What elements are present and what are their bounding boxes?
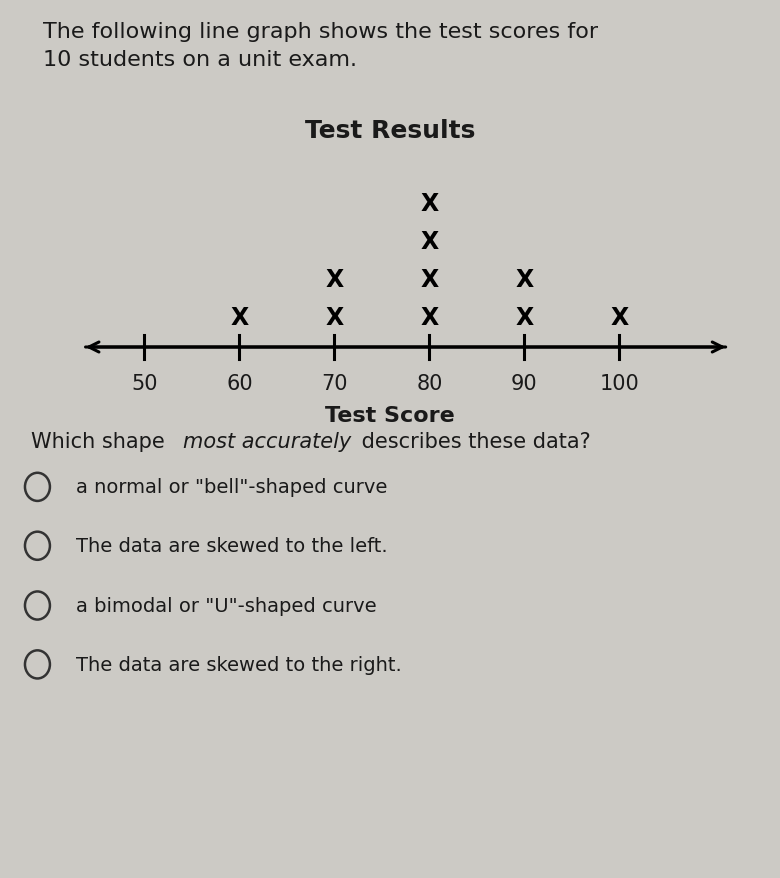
Text: X: X — [420, 230, 438, 254]
Text: X: X — [610, 306, 629, 329]
Text: 90: 90 — [511, 373, 537, 393]
Text: Which shape: Which shape — [31, 432, 172, 452]
Text: a bimodal or "U"-shaped curve: a bimodal or "U"-shaped curve — [76, 596, 377, 615]
Text: The following line graph shows the test scores for
10 students on a unit exam.: The following line graph shows the test … — [43, 22, 598, 70]
Text: Test Results: Test Results — [305, 119, 475, 142]
Text: X: X — [230, 306, 249, 329]
Text: a normal or "bell"-shaped curve: a normal or "bell"-shaped curve — [76, 478, 388, 497]
Text: 100: 100 — [599, 373, 639, 393]
Text: 60: 60 — [226, 373, 253, 393]
Text: X: X — [325, 268, 343, 291]
Text: X: X — [420, 268, 438, 291]
Text: X: X — [515, 306, 534, 329]
Text: most accurately: most accurately — [183, 432, 352, 452]
Text: 80: 80 — [417, 373, 442, 393]
Text: X: X — [420, 306, 438, 329]
Text: X: X — [515, 268, 534, 291]
Text: The data are skewed to the right.: The data are skewed to the right. — [76, 655, 402, 674]
Text: describes these data?: describes these data? — [355, 432, 590, 452]
Text: 50: 50 — [131, 373, 158, 393]
Text: Test Score: Test Score — [325, 406, 455, 426]
Text: X: X — [325, 306, 343, 329]
Text: The data are skewed to the left.: The data are skewed to the left. — [76, 536, 388, 556]
Text: X: X — [420, 191, 438, 216]
Text: 70: 70 — [321, 373, 348, 393]
